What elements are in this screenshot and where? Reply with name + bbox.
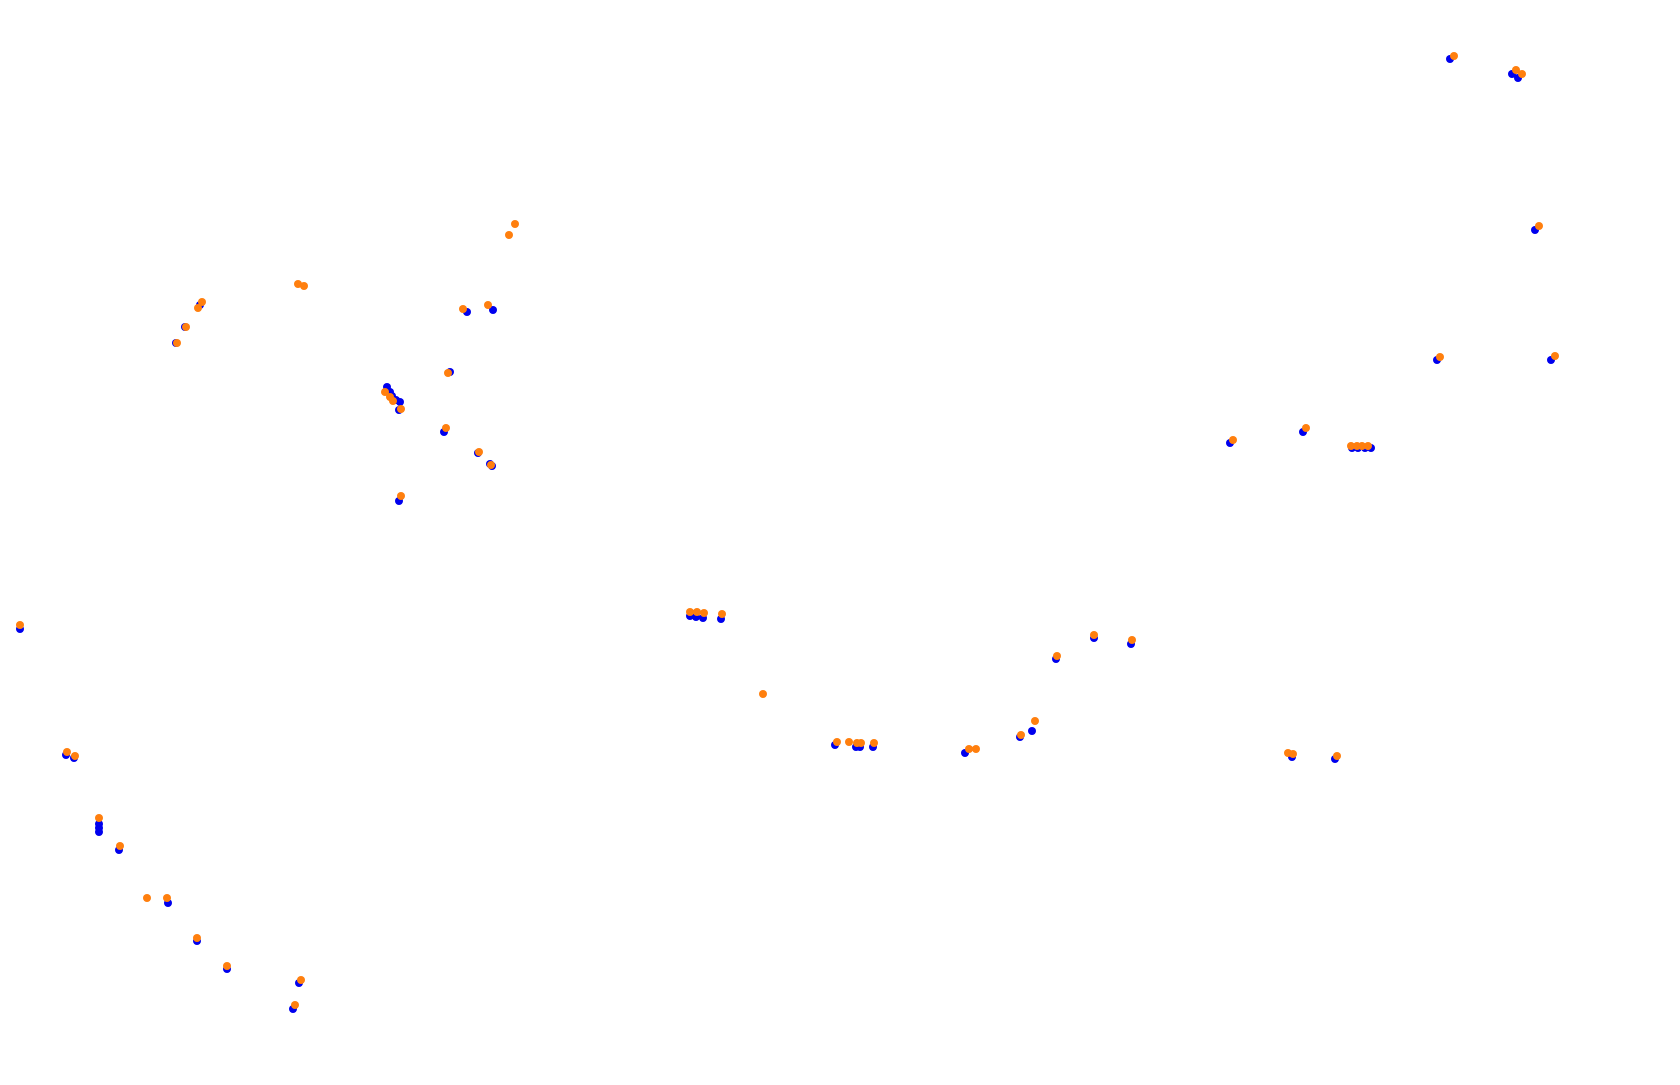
scatter-point xyxy=(194,304,202,312)
scatter-point xyxy=(459,305,467,313)
scatter-point xyxy=(397,492,405,500)
scatter-point xyxy=(1017,731,1025,739)
scatter-point xyxy=(442,424,450,432)
scatter-point xyxy=(1031,717,1039,725)
scatter-point xyxy=(1302,424,1310,432)
scatter-point xyxy=(397,405,405,413)
scatter-point xyxy=(700,609,708,617)
scatter-point xyxy=(1090,631,1098,639)
scatter-point xyxy=(297,976,305,984)
scatter-point xyxy=(396,398,404,406)
scatter-point xyxy=(182,323,190,331)
scatter-point xyxy=(16,621,24,629)
scatter-point xyxy=(193,934,201,942)
scatter-point xyxy=(1289,750,1297,758)
scatter-point xyxy=(1436,353,1444,361)
scatter-point xyxy=(95,828,103,836)
scatter-point xyxy=(1364,442,1372,450)
scatter-point xyxy=(1551,352,1559,360)
scatter-point xyxy=(718,610,726,618)
scatter-point xyxy=(71,752,79,760)
scatter-point xyxy=(444,369,452,377)
series-layer xyxy=(16,52,1559,1013)
scatter-point xyxy=(833,738,841,746)
scatter-point xyxy=(1535,222,1543,230)
scatter-point xyxy=(116,842,124,850)
scatter-point xyxy=(965,745,973,753)
scatter-point xyxy=(173,339,181,347)
scatter-point xyxy=(475,448,483,456)
series-2 xyxy=(16,52,1559,1009)
scatter-point xyxy=(143,894,151,902)
scatter-point xyxy=(759,690,767,698)
scatter-point xyxy=(1512,66,1520,74)
scatter-point xyxy=(63,748,71,756)
scatter-point xyxy=(300,282,308,290)
scatter-point xyxy=(845,738,853,746)
scatter-point xyxy=(505,231,513,239)
scatter-point xyxy=(198,298,206,306)
scatter-point xyxy=(1028,727,1036,735)
scatter-point xyxy=(1229,436,1237,444)
scatter-point xyxy=(487,461,495,469)
scatter-point xyxy=(686,608,694,616)
scatter-point xyxy=(95,814,103,822)
scatter-point xyxy=(489,306,497,314)
scatter-point xyxy=(223,962,231,970)
scatter-point xyxy=(484,301,492,309)
scatter-point xyxy=(291,1001,299,1009)
scatter-point xyxy=(693,608,701,616)
scatter-point xyxy=(1358,442,1366,450)
scatter-point xyxy=(1347,442,1355,450)
scatter-point xyxy=(857,739,865,747)
series-1 xyxy=(16,55,1555,1013)
scatter-point xyxy=(511,220,519,228)
scatter-point xyxy=(389,397,397,405)
scatter-point xyxy=(381,388,389,396)
scatter-point xyxy=(870,739,878,747)
scatter-point xyxy=(1053,652,1061,660)
scatter-point xyxy=(1518,70,1526,78)
scatter-point xyxy=(163,894,171,902)
scatter-point xyxy=(1128,636,1136,644)
scatter-point xyxy=(1333,752,1341,760)
scatter-point xyxy=(1450,52,1458,60)
scatter-point xyxy=(972,745,980,753)
